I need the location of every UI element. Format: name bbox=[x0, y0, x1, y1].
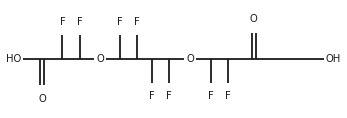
Text: O: O bbox=[96, 54, 104, 64]
Text: F: F bbox=[208, 91, 213, 101]
Text: F: F bbox=[225, 91, 231, 101]
Text: F: F bbox=[149, 91, 154, 101]
Text: F: F bbox=[77, 17, 83, 27]
Text: O: O bbox=[186, 54, 194, 64]
Text: F: F bbox=[60, 17, 65, 27]
Text: F: F bbox=[166, 91, 172, 101]
Text: F: F bbox=[117, 17, 122, 27]
Text: O: O bbox=[250, 14, 257, 24]
Text: OH: OH bbox=[325, 54, 341, 64]
Text: F: F bbox=[134, 17, 140, 27]
Text: HO: HO bbox=[6, 54, 22, 64]
Text: O: O bbox=[38, 94, 46, 104]
